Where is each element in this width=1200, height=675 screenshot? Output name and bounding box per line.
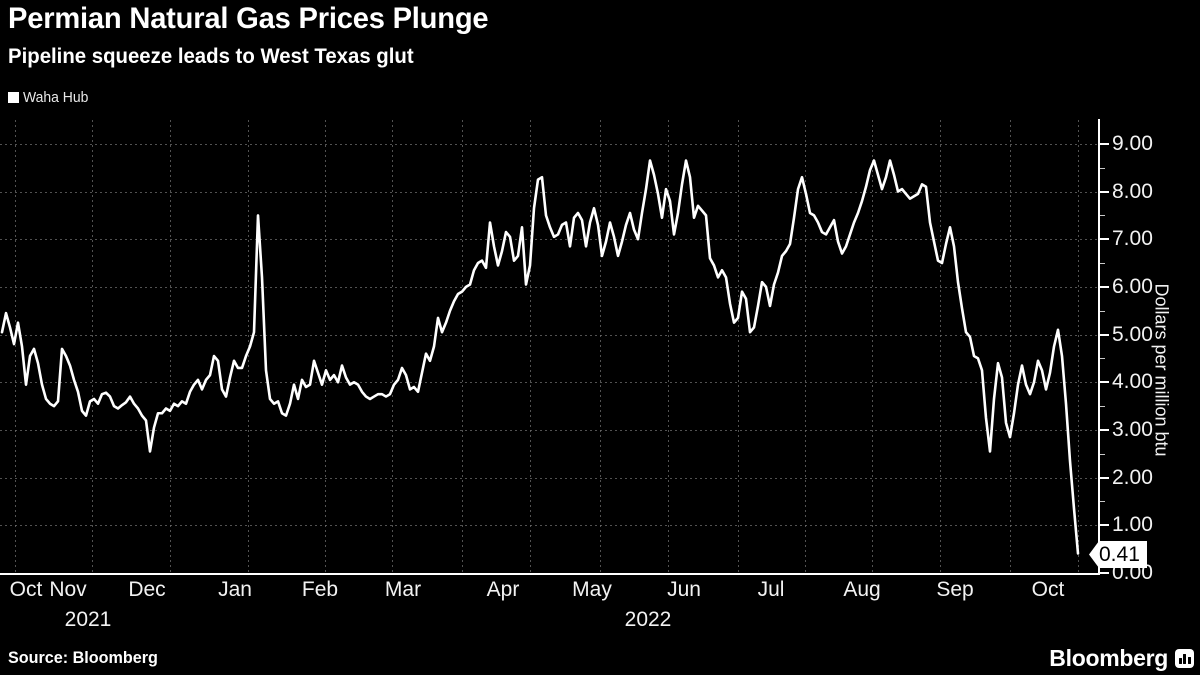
gridline-vertical [462, 120, 463, 573]
callout-value: 0.41 [1099, 541, 1147, 568]
grid-layer [0, 120, 1098, 574]
gridline-vertical [170, 120, 171, 573]
gridline-vertical [668, 120, 669, 573]
source-note: Source: Bloomberg [8, 648, 158, 667]
brand-wordmark: Bloomberg [1049, 645, 1168, 671]
gridline-vertical [92, 120, 93, 573]
y-tick-label: 7.00 [1112, 227, 1153, 251]
x-axis-labels: Oct Nov Dec Jan Feb Mar Apr May Jun Jul Aug Sep Oct [0, 578, 1100, 606]
y-tick-major [1100, 285, 1109, 288]
gridline-horizontal [0, 334, 1098, 336]
gridline-vertical [600, 120, 601, 573]
x-tick-label: Jul [757, 578, 785, 601]
y-tick-label: 5.00 [1112, 322, 1153, 346]
x-axis-line [0, 573, 1100, 575]
gridline-horizontal [0, 191, 1098, 193]
gridline-vertical [392, 120, 393, 573]
y-axis-title: Dollars per million btu [1151, 283, 1172, 457]
callout-arrow-icon [1089, 541, 1099, 568]
y-tick-minor [1100, 263, 1105, 265]
legend-square-marker [8, 92, 19, 103]
x-tick-label: Dec [128, 578, 166, 601]
plot-area [0, 120, 1098, 574]
page-subtitle: Pipeline squeeze leads to West Texas glu… [8, 45, 414, 68]
y-tick-minor [1100, 453, 1105, 455]
y-tick-minor [1100, 406, 1105, 408]
x-tick-label: Feb [301, 578, 339, 601]
gridline-horizontal [0, 286, 1098, 288]
page-title: Permian Natural Gas Prices Plunge [8, 2, 489, 35]
y-tick-label: 3.00 [1112, 417, 1153, 441]
x-tick-label: Jan [218, 578, 252, 601]
y-tick-major [1100, 190, 1109, 193]
y-tick-major [1100, 428, 1109, 431]
gridline-horizontal [0, 429, 1098, 431]
x-tick-label: Mar [384, 578, 422, 601]
waha-hub-line-series [0, 159, 1080, 555]
bloomberg-brand: Bloomberg [1049, 645, 1194, 672]
x-axis-year-labels: 2021 2022 [0, 608, 1100, 634]
gridline-vertical [248, 120, 249, 573]
y-tick-label: 2.00 [1112, 465, 1153, 489]
x-tick-label: Sep [936, 578, 974, 601]
gridline-vertical [15, 120, 16, 573]
gridline-vertical [325, 120, 326, 573]
y-tick-label: 4.00 [1112, 370, 1153, 394]
y-tick-major [1100, 476, 1109, 479]
x-tick-label: Jun [667, 578, 701, 601]
gridline-horizontal [0, 382, 1098, 384]
y-tick-label: 6.00 [1112, 274, 1153, 298]
gridline-horizontal [0, 477, 1098, 479]
x-tick-label: Nov [49, 578, 87, 601]
gridline-horizontal [0, 239, 1098, 241]
series-layer [0, 120, 1098, 573]
gridline-vertical [1078, 120, 1079, 573]
x-tick-label: Oct [9, 578, 43, 601]
y-tick-major [1100, 333, 1109, 336]
y-tick-minor [1100, 167, 1105, 169]
y-tick-major [1100, 524, 1109, 527]
gridline-vertical [1010, 120, 1011, 573]
x-tick-label: Aug [843, 578, 881, 601]
y-tick-minor [1100, 501, 1105, 503]
y-tick-major [1100, 142, 1109, 145]
x-tick-label: Oct [1031, 578, 1065, 601]
x-tick-label: May [572, 578, 612, 601]
gridline-vertical [530, 120, 531, 573]
y-tick-major [1100, 238, 1109, 241]
gridline-vertical [738, 120, 739, 573]
y-axis-line [1098, 119, 1100, 574]
y-tick-minor [1100, 358, 1105, 360]
gridline-vertical [940, 120, 941, 573]
y-tick-label: 8.00 [1112, 179, 1153, 203]
gridline-vertical [872, 120, 873, 573]
last-value-callout: 0.41 [1089, 541, 1147, 568]
gridline-vertical [805, 120, 806, 573]
y-tick-minor [1100, 310, 1105, 312]
gridline-horizontal [0, 525, 1098, 527]
x-axis-year-label: 2021 [64, 608, 112, 631]
y-tick-label: 9.00 [1112, 131, 1153, 155]
legend-item-label: Waha Hub [23, 89, 89, 106]
bloomberg-terminal-icon [1175, 649, 1194, 668]
x-tick-label: Apr [486, 578, 520, 601]
gridline-horizontal [0, 143, 1098, 145]
y-tick-major [1100, 381, 1109, 384]
y-tick-label: 1.00 [1112, 513, 1153, 537]
chart-legend: Waha Hub [8, 89, 93, 106]
y-tick-minor [1100, 215, 1105, 217]
y-tick-major [1100, 572, 1109, 574]
x-axis-year-label: 2022 [624, 608, 672, 631]
